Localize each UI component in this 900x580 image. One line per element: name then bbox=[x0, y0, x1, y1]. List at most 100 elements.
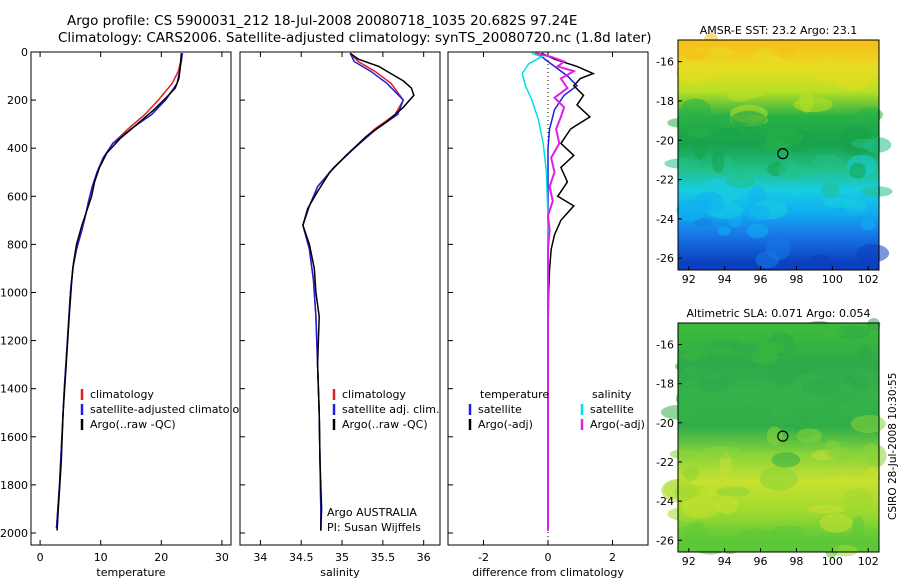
map-texture bbox=[687, 128, 711, 138]
map-texture bbox=[852, 375, 868, 392]
x-axis-label: temperature bbox=[96, 566, 165, 579]
map-texture bbox=[835, 66, 872, 91]
map-frame bbox=[677, 322, 880, 553]
y-tick-label: 1200 bbox=[0, 335, 28, 348]
salinity-panel: 34 34.5 35 35.5 36 salinity climatology satelli… bbox=[239, 51, 441, 579]
y-tick-label: 0 bbox=[21, 46, 28, 59]
map-texture bbox=[698, 488, 715, 499]
map-texture bbox=[799, 90, 814, 113]
map-texture bbox=[819, 513, 853, 533]
y-tick-label: -26 bbox=[656, 252, 674, 265]
x-tick-label: 35 bbox=[335, 551, 349, 564]
map-texture bbox=[684, 51, 705, 60]
legend-label: satellite bbox=[590, 403, 634, 416]
map-texture bbox=[731, 110, 767, 129]
y-tick-label: -16 bbox=[656, 56, 674, 69]
map-texture bbox=[758, 341, 786, 355]
map-texture bbox=[725, 174, 756, 189]
x-tick-label: 34 bbox=[253, 551, 267, 564]
legend-label: satellite-adjusted climatology bbox=[90, 403, 253, 416]
map-texture bbox=[667, 118, 692, 128]
argo-location-marker bbox=[777, 148, 789, 160]
map-texture bbox=[821, 392, 858, 404]
x-tick-label: 92 bbox=[682, 555, 696, 568]
map-texture bbox=[802, 378, 841, 397]
map-texture bbox=[829, 208, 868, 217]
map-texture bbox=[740, 528, 771, 538]
y-tick-label: -18 bbox=[656, 378, 674, 391]
map-texture bbox=[693, 139, 707, 160]
map-texture bbox=[821, 182, 840, 198]
map-texture bbox=[716, 486, 750, 497]
y-tick-label: -16 bbox=[656, 339, 674, 352]
x-tick-label: 34.5 bbox=[289, 551, 314, 564]
map-texture bbox=[717, 128, 740, 137]
legend-label: Argo(-adj) bbox=[478, 418, 533, 431]
map-texture bbox=[836, 325, 871, 340]
header-line1: Argo profile: CS 5900031_212 18-Jul-2008… bbox=[67, 13, 577, 29]
x-tick-label: -2 bbox=[478, 551, 489, 564]
map-texture bbox=[684, 522, 708, 543]
map-texture bbox=[842, 488, 874, 512]
series-line bbox=[541, 52, 596, 531]
map-texture bbox=[778, 159, 802, 181]
map-texture bbox=[761, 140, 791, 151]
legend-label: Argo(..raw -QC) bbox=[90, 418, 176, 431]
x-tick-label: 92 bbox=[682, 273, 696, 286]
x-tick-label: 96 bbox=[754, 273, 768, 286]
map-texture bbox=[824, 535, 839, 559]
map-texture bbox=[788, 188, 804, 196]
x-tick-label: 98 bbox=[789, 555, 803, 568]
legend-label: climatology bbox=[342, 388, 406, 401]
y-tick-label: 800 bbox=[7, 238, 28, 251]
x-tick-label: 100 bbox=[822, 555, 843, 568]
legend-label: satellite adj. clim. bbox=[342, 403, 439, 416]
y-tick-label: -20 bbox=[656, 417, 674, 430]
annotation-text: Argo AUSTRALIA bbox=[327, 506, 417, 519]
y-tick-label: -18 bbox=[656, 95, 674, 108]
y-tick-label: 2000 bbox=[0, 527, 28, 540]
map-texture bbox=[669, 449, 698, 459]
plot-frame bbox=[30, 51, 232, 546]
y-tick-label: 600 bbox=[7, 190, 28, 203]
map-texture bbox=[681, 496, 721, 519]
map-texture bbox=[681, 385, 708, 407]
map-texture bbox=[851, 138, 876, 149]
map-texture bbox=[766, 369, 800, 385]
x-axis-label: salinity bbox=[320, 566, 360, 579]
x-tick-label: 94 bbox=[718, 273, 732, 286]
map-texture bbox=[683, 466, 699, 481]
map-texture bbox=[810, 59, 844, 82]
map-texture bbox=[694, 540, 727, 555]
map-texture bbox=[852, 515, 865, 540]
map-texture bbox=[766, 426, 783, 446]
map-title: AMSR-E SST: 23.2 Argo: 23.1 bbox=[700, 24, 858, 37]
y-tick-label: -22 bbox=[656, 456, 674, 469]
y-tick-label: 200 bbox=[7, 94, 28, 107]
header-line2: Climatology: CARS2006. Satellite-adjuste… bbox=[58, 30, 651, 46]
legend-label: Argo(-adj) bbox=[590, 418, 645, 431]
sla-map: 92 94 96 98 100 102 -16 -18 -20 -22 -24 -26 Altimetr… bbox=[656, 307, 887, 568]
temperature-panel: 0 10 20 30 0 200 400 600 800 1000 1200 1400 1600 1800… bbox=[0, 46, 253, 579]
map-texture bbox=[849, 162, 866, 179]
series-line bbox=[534, 52, 577, 531]
map-texture bbox=[770, 525, 806, 540]
map-title: Altimetric SLA: 0.071 Argo: 0.054 bbox=[686, 307, 870, 320]
y-tick-label: 1600 bbox=[0, 431, 28, 444]
map-texture bbox=[743, 205, 770, 221]
map-texture bbox=[711, 149, 725, 174]
map-texture bbox=[765, 236, 791, 261]
map-texture bbox=[836, 404, 874, 417]
legend-label: Argo(..raw -QC) bbox=[342, 418, 428, 431]
map-texture bbox=[812, 154, 842, 169]
x-tick-label: 102 bbox=[858, 273, 879, 286]
map-texture bbox=[717, 226, 731, 236]
map-texture bbox=[847, 114, 866, 124]
annotation-text: PI: Susan Wijffels bbox=[327, 521, 421, 534]
map-texture bbox=[822, 326, 845, 338]
charts-group: 0 10 20 30020040060080010001200140016001800… bbox=[0, 24, 893, 579]
y-tick-label: -22 bbox=[656, 174, 674, 187]
legend-label: climatology bbox=[90, 388, 154, 401]
map-texture bbox=[863, 442, 877, 459]
map-texture bbox=[729, 386, 767, 402]
